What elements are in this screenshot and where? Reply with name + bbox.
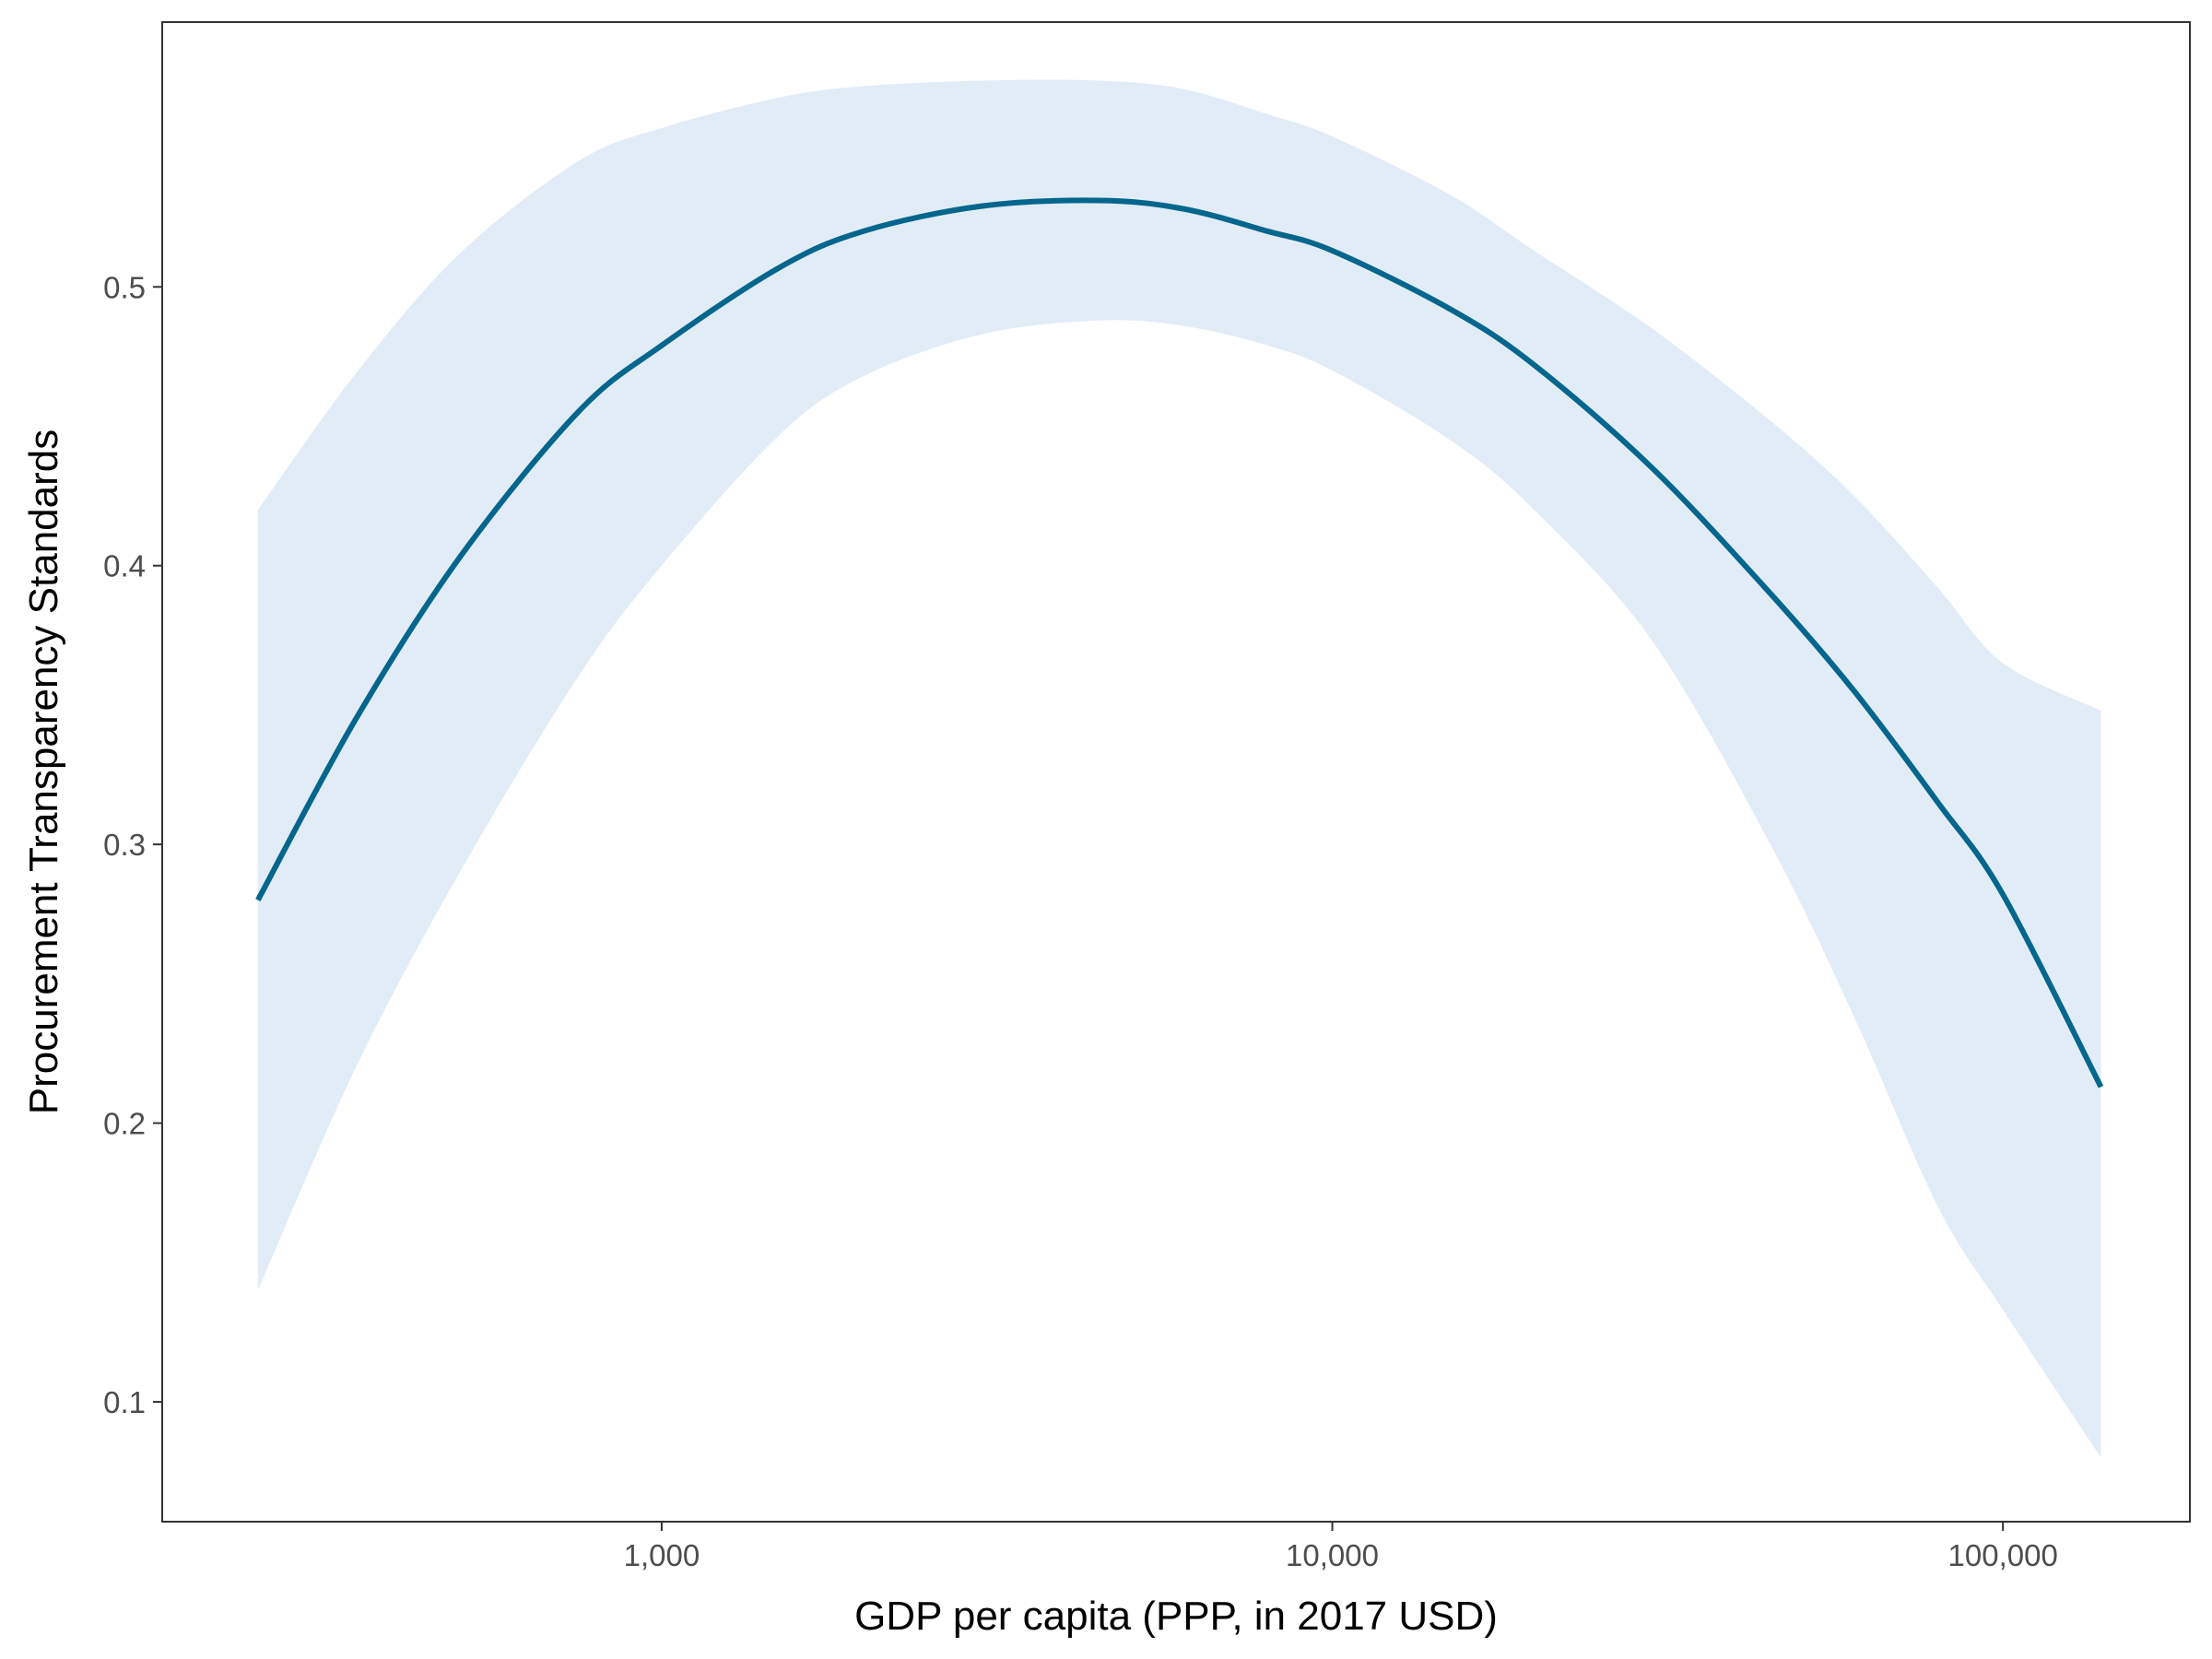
fitted-line <box>255 197 2104 1088</box>
x-axis-title: GDP per capita (PPP, in 2017 USD) <box>854 1594 1498 1639</box>
plot-area <box>255 79 2104 1458</box>
panel-border <box>161 21 2191 1523</box>
y-tick-label: 0.3 <box>103 828 146 862</box>
y-tick-label: 0.1 <box>103 1385 146 1419</box>
x-tick-label: 1,000 <box>624 1538 700 1572</box>
y-axis: 0.1 0.2 0.3 0.4 0.5 <box>103 270 162 1419</box>
y-tick-label: 0.5 <box>103 270 146 304</box>
y-axis-title: Procurement Transparency Standards <box>21 429 66 1115</box>
x-axis: 1,000 10,000 100,000 <box>624 1522 2058 1572</box>
x-tick-label: 100,000 <box>1948 1538 2058 1572</box>
confidence-band <box>257 79 2101 1458</box>
x-tick-label: 10,000 <box>1286 1538 1379 1572</box>
y-tick-label: 0.2 <box>103 1107 146 1141</box>
y-tick-label: 0.4 <box>103 549 146 583</box>
